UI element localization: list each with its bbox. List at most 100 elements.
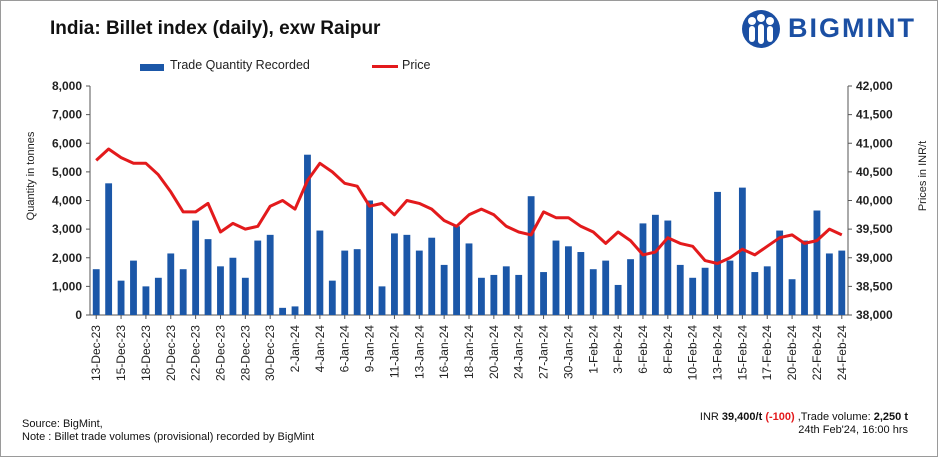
volume-bar — [515, 274, 523, 315]
volume-bar — [328, 280, 336, 315]
volume-bar — [415, 250, 423, 315]
x-tick-label: 22-Dec-23 — [189, 325, 203, 381]
x-tick-label: 11-Jan-24 — [387, 325, 401, 378]
volume-bar — [490, 274, 498, 315]
x-tick-label: 22-Feb-24 — [810, 325, 824, 381]
volume-bar — [254, 240, 262, 315]
volume-bar — [154, 277, 162, 315]
status-volume: 2,250 t — [873, 411, 908, 423]
x-tick-label: 6-Jan-24 — [338, 325, 352, 373]
volume-bar — [701, 267, 709, 315]
y-right-tick-label: 41,500 — [856, 108, 893, 122]
x-tick-label: 18-Jan-24 — [462, 325, 476, 379]
x-tick-label: 2-Jan-24 — [288, 325, 302, 373]
x-tick-label: 20-Jan-24 — [487, 325, 501, 379]
y-left-tick-label: 4,000 — [52, 194, 82, 208]
volume-bar — [502, 266, 510, 315]
volume-bar — [776, 230, 784, 315]
x-tick-label: 20-Feb-24 — [785, 325, 799, 381]
volume-bar — [788, 279, 796, 315]
volume-bar — [801, 240, 808, 315]
x-tick-label: 30-Jan-24 — [561, 325, 575, 379]
y-right-tick-label: 40,000 — [856, 194, 893, 208]
x-tick-label: 1-Feb-24 — [586, 325, 600, 374]
y-left-tick-label: 7,000 — [52, 108, 82, 122]
volume-bar — [614, 284, 622, 315]
volume-bar — [689, 277, 697, 315]
volume-bar — [813, 210, 821, 315]
volume-bar — [391, 233, 398, 315]
brand-emblem-icon — [742, 10, 780, 48]
volume-bar — [676, 264, 684, 315]
volume-bar — [241, 277, 249, 315]
x-tick-label: 13-Feb-24 — [711, 325, 725, 381]
legend-bar-label: Trade Quantity Recorded — [170, 58, 310, 72]
volume-bar — [465, 243, 473, 315]
x-tick-label: 30-Dec-23 — [263, 325, 277, 381]
volume-bar — [738, 187, 746, 315]
price-status: INR 39,400/t (-100) ,Trade volume: 2,250… — [700, 411, 908, 437]
status-prefix: INR — [699, 411, 722, 423]
volume-bar — [291, 306, 299, 315]
price-line — [95, 147, 843, 265]
volume-bar — [639, 223, 647, 315]
x-tick-label: 13-Jan-24 — [412, 325, 426, 379]
volume-bar — [540, 272, 547, 315]
volume-bar — [838, 250, 846, 315]
volume-bar — [552, 240, 560, 315]
legend-line-label: Price — [402, 58, 431, 72]
volume-bar — [527, 196, 535, 315]
y-right-tick-label: 41,000 — [856, 136, 893, 150]
x-tick-label: 10-Feb-24 — [686, 325, 700, 381]
volume-bar — [304, 154, 311, 315]
note-text: Note : Billet trade volumes (provisional… — [22, 431, 315, 443]
x-tick-label: 15-Feb-24 — [735, 325, 749, 381]
volume-bar — [651, 214, 659, 315]
x-tick-label: 6-Feb-24 — [636, 325, 650, 374]
volume-bar — [478, 277, 485, 315]
legend-bar-swatch — [140, 64, 164, 71]
volume-bar — [627, 259, 634, 315]
x-tick-label: 8-Feb-24 — [661, 325, 675, 374]
x-tick-label: 20-Dec-23 — [164, 325, 178, 381]
status-volume-label: ,Trade volume: — [794, 411, 874, 423]
source-text: Source: BigMint, — [22, 418, 103, 430]
x-tick-label: 17-Feb-24 — [760, 325, 774, 381]
volume-bar — [453, 226, 460, 315]
volume-bar — [92, 269, 100, 315]
y-left-tick-label: 3,000 — [52, 222, 82, 236]
y-left-tick-label: 0 — [75, 308, 82, 322]
volume-bar — [142, 286, 150, 315]
x-tick-label: 26-Dec-23 — [213, 325, 227, 381]
volume-bar — [763, 266, 771, 315]
y-right-tick-label: 38,000 — [856, 308, 893, 322]
volume-bar — [130, 260, 137, 315]
volume-bar — [714, 191, 721, 315]
chart-title: India: Billet index (daily), exw Raipur — [50, 18, 381, 39]
y-right-tick-label: 40,500 — [856, 165, 893, 179]
y-right-tick-label: 39,500 — [856, 222, 893, 236]
y-right-tick-label: 42,000 — [856, 79, 893, 93]
volume-bar — [353, 249, 361, 315]
volume-bar — [403, 234, 411, 315]
volume-bar — [602, 260, 610, 315]
x-tick-label: 4-Jan-24 — [313, 325, 327, 373]
status-price: 39,400/t — [721, 411, 763, 423]
x-tick-label: 15-Dec-23 — [114, 325, 128, 381]
volume-bar — [378, 286, 386, 315]
y-right-tick-label: 39,000 — [856, 251, 893, 265]
volume-bar — [229, 257, 237, 315]
volume-bar — [217, 266, 224, 315]
x-tick-label: 9-Jan-24 — [363, 325, 377, 373]
volume-bar — [366, 200, 374, 315]
volume-bar — [726, 260, 734, 315]
x-tick-label: 13-Dec-23 — [89, 325, 103, 381]
volume-bar — [279, 307, 287, 315]
x-tick-label: 16-Jan-24 — [437, 325, 451, 379]
volume-bar — [341, 250, 349, 315]
y-left-tick-label: 6,000 — [52, 136, 82, 150]
volume-bar — [192, 220, 200, 315]
volume-bar — [167, 253, 175, 315]
status-time: 24th Feb'24, 16:00 hrs — [798, 424, 908, 436]
